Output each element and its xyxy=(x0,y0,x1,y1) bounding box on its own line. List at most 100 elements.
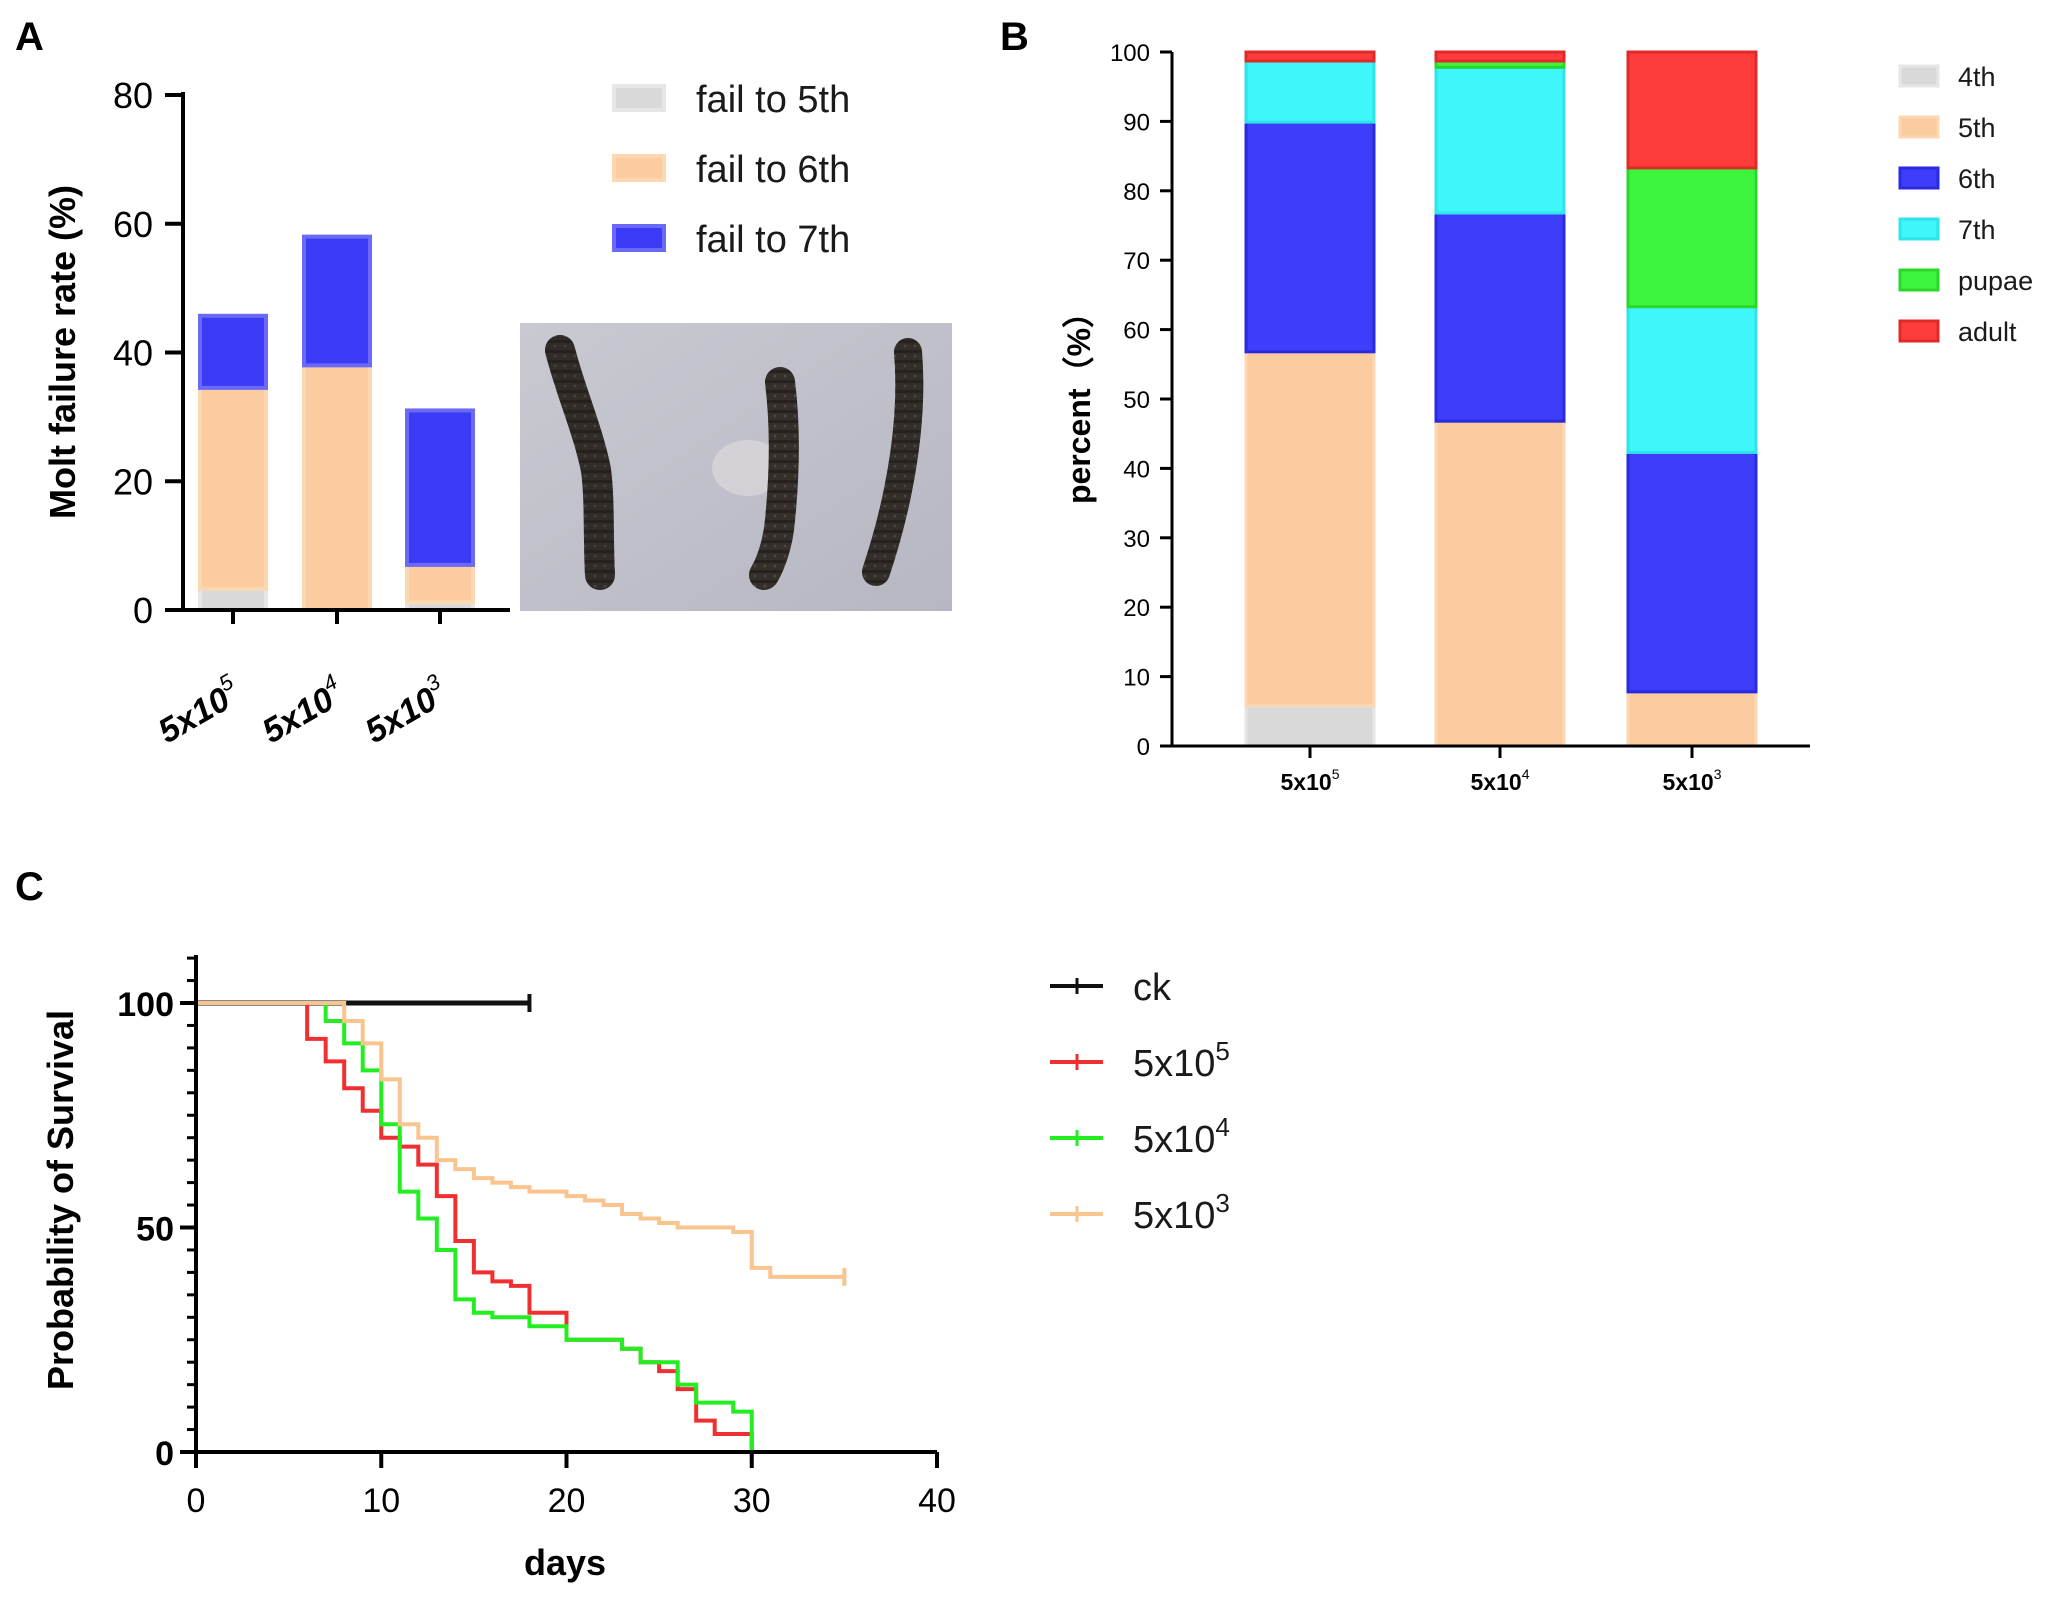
panel-a-x-tick-label: 5x104 xyxy=(253,669,351,751)
survival-curve-2 xyxy=(196,1001,754,1448)
panel-c-axes: 0 50 100 0 10 20 30 40 xyxy=(117,955,956,1520)
tick-exponent: 5 xyxy=(1332,766,1340,782)
panel-a-bars xyxy=(198,234,475,613)
bar-a-1-series-1 xyxy=(198,586,268,612)
bar-b-2-series-4 xyxy=(1434,65,1566,215)
panel-b-y-tick-label: 70 xyxy=(1123,248,1150,275)
panel-b-legend-swatch xyxy=(1898,64,1940,88)
panel-a-legend-label: fail to 5th xyxy=(696,79,850,121)
panel-b-x-tick-label: 5x104 xyxy=(1471,766,1530,795)
panel-b-y-tick-label: 40 xyxy=(1123,456,1150,483)
panel-b-y-tick-label: 50 xyxy=(1123,387,1150,414)
panel-c-x-tick-label: 20 xyxy=(548,1482,586,1520)
bar-a-1-series-2 xyxy=(198,385,268,591)
panel-a-y-axis-title: Molt failure rate (%) xyxy=(42,185,83,519)
panel-b-legend-label: 7th xyxy=(1958,215,1996,245)
panel-c-x-tick-label: 30 xyxy=(733,1482,771,1520)
panel-b-legend-label: 5th xyxy=(1958,113,1996,143)
panel-a-axes: 0 20 40 60 80 xyxy=(113,75,510,631)
panel-a-legend-label: fail to 7th xyxy=(696,219,850,261)
panel-a-x-tick-label: 5x105 xyxy=(149,668,248,750)
panel-b-legend-swatch xyxy=(1898,217,1940,241)
panel-b-axes: 0 10 20 30 40 50 60 70 80 90 100 xyxy=(1110,40,1810,761)
bar-a-2-series-2 xyxy=(302,363,372,612)
bar-b-3-series-5 xyxy=(1626,166,1758,309)
bar-a-2-series-3 xyxy=(302,234,372,368)
panel-c-x-tick-label: 40 xyxy=(918,1482,956,1520)
panel-a-x-tick-label: 5x103 xyxy=(356,668,455,750)
legend-exponent: 5 xyxy=(1215,1036,1229,1066)
panel-b-bars xyxy=(1244,50,1758,748)
bar-b-3-series-6 xyxy=(1626,50,1758,170)
bar-b-3-series-2 xyxy=(1626,690,1758,748)
panel-label-c: C xyxy=(15,865,44,909)
panel-a-y-tick-label: 80 xyxy=(113,75,153,116)
panel-a-y-tick-label: 60 xyxy=(113,204,153,245)
panel-b-legend-label: pupae xyxy=(1958,266,2033,296)
panel-a-legend-swatch xyxy=(612,84,666,112)
panel-a-legend-swatch xyxy=(612,224,666,252)
bar-b-2-series-2 xyxy=(1434,419,1566,748)
bar-b-1-series-6 xyxy=(1244,50,1376,63)
panel-b-legend: 4th 5th 6th 7th pupae adult xyxy=(1898,62,2033,347)
tick-base: 5x10 xyxy=(1281,769,1332,795)
panel-a-y-tick-label: 0 xyxy=(133,590,153,631)
panel-a-legend-swatch xyxy=(612,154,666,182)
panel-b-x-tick-label: 5x103 xyxy=(1663,766,1722,795)
panel-c-x-axis-title: days xyxy=(524,1542,606,1583)
panel-b-legend-label: adult xyxy=(1958,317,2017,347)
tick-exponent: 3 xyxy=(1714,766,1722,782)
panel-b-y-tick-label: 80 xyxy=(1123,179,1150,206)
bar-a-1-series-3 xyxy=(198,313,268,390)
bar-b-1-series-2 xyxy=(1244,350,1376,708)
panel-b-legend-label: 6th xyxy=(1958,164,1996,194)
panel-b-y-tick-label: 90 xyxy=(1123,109,1150,136)
panel-a-x-ticks: 5x105 5x104 5x103 xyxy=(149,668,455,751)
tick-base: 5x10 xyxy=(1471,769,1522,795)
bar-b-1-series-1 xyxy=(1244,704,1376,748)
survival-curve-3 xyxy=(196,1001,754,1448)
panel-c-legend-label: ck xyxy=(1133,967,1172,1009)
panel-a-y-tick-label: 20 xyxy=(113,461,153,502)
panel-b-legend-swatch xyxy=(1898,268,1940,292)
panel-c-legend-label: 5x105 xyxy=(1133,1036,1230,1085)
panel-a-legend-label: fail to 6th xyxy=(696,149,850,191)
panel-b-legend-swatch xyxy=(1898,166,1940,190)
bar-a-3-series-3 xyxy=(405,408,475,567)
legend-exponent: 4 xyxy=(1215,1112,1229,1142)
panel-b-y-tick-label: 60 xyxy=(1123,318,1150,345)
panel-c-y-axis-title: Probability of Survival xyxy=(40,1010,81,1390)
panel-b-y-tick-label: 0 xyxy=(1137,734,1150,761)
panel-b-y-tick-label: 20 xyxy=(1123,595,1150,622)
panel-c-legend-label: 5x103 xyxy=(1133,1188,1230,1237)
panel-b-y-axis-title: percent（%） xyxy=(1061,296,1097,504)
panel-b-x-ticks: 5x105 5x104 5x103 xyxy=(1281,766,1722,795)
tick-exponent: 4 xyxy=(1522,766,1530,782)
tick-base: 5x10 xyxy=(1663,769,1714,795)
panel-c-y-tick-label: 0 xyxy=(155,1435,174,1473)
panel-a-legend: fail to 5th fail to 6th fail to 7th xyxy=(612,79,850,261)
bar-b-1-series-3 xyxy=(1244,120,1376,354)
panel-b-legend-swatch xyxy=(1898,115,1940,139)
panel-label-a: A xyxy=(15,15,44,59)
legend-base: 5x10 xyxy=(1133,1119,1215,1161)
legend-base: 5x10 xyxy=(1133,1195,1215,1237)
panel-label-b: B xyxy=(1000,15,1029,59)
bar-b-3-series-4 xyxy=(1626,305,1758,454)
panel-b-y-tick-label: 100 xyxy=(1110,40,1150,67)
legend-exponent: 3 xyxy=(1215,1188,1229,1218)
panel-c-survival-curves xyxy=(196,994,847,1457)
panel-b-legend-swatch xyxy=(1898,319,1940,343)
panel-b-y-tick-label: 30 xyxy=(1123,526,1150,553)
panel-c-y-tick-label: 50 xyxy=(136,1211,174,1249)
panel-b-y-tick-label: 10 xyxy=(1123,665,1150,692)
panel-c-x-tick-label: 10 xyxy=(362,1482,400,1520)
larvae-photo xyxy=(520,323,952,611)
bar-b-2-series-3 xyxy=(1434,211,1566,423)
panel-a-y-tick-label: 40 xyxy=(113,333,153,374)
